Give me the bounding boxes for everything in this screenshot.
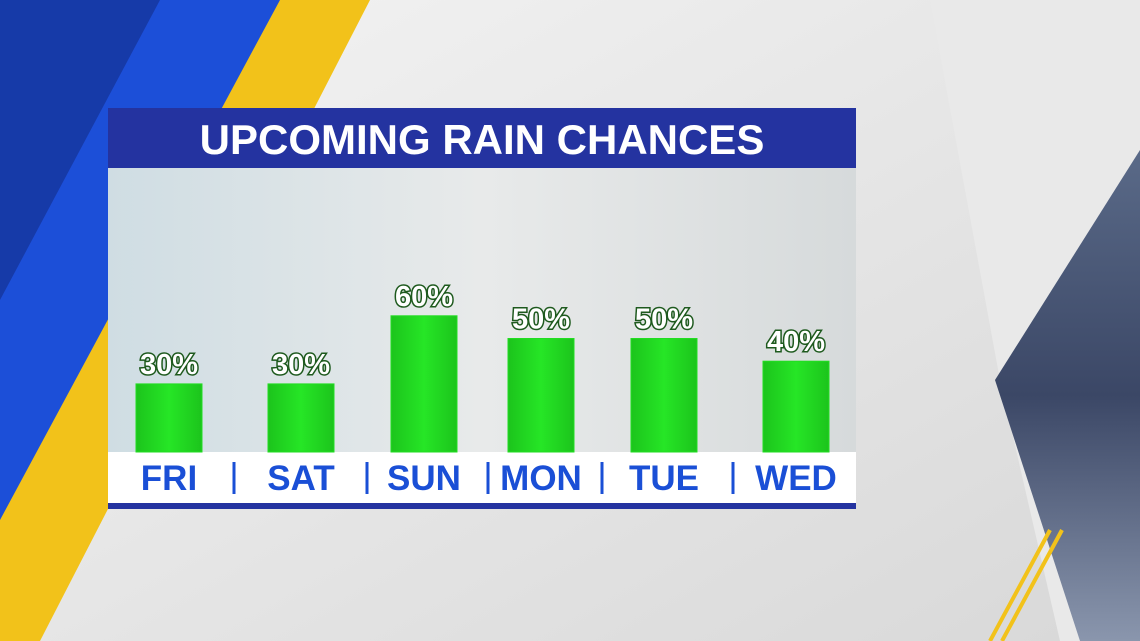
yellow-line — [1000, 529, 1064, 641]
x-tick-label: SUN — [387, 459, 461, 498]
blue-stripe-dark — [0, 0, 160, 300]
bar — [390, 315, 458, 453]
data-label: 40% — [767, 326, 825, 358]
x-tick-label: WED — [755, 459, 837, 498]
x-tick-label: FRI — [141, 459, 197, 498]
bar — [135, 383, 203, 453]
yellow-line — [988, 529, 1052, 641]
bar — [267, 383, 335, 453]
data-label: 50% — [512, 304, 570, 336]
bar — [762, 360, 830, 453]
bar — [507, 338, 575, 453]
storm-image — [995, 150, 1140, 641]
x-tick-label: SAT — [267, 459, 334, 498]
chart-title: UPCOMING RAIN CHANCES — [200, 116, 765, 163]
label-row — [108, 452, 856, 503]
x-tick-label: TUE — [629, 459, 699, 498]
data-label: 30% — [140, 349, 198, 381]
title-bar — [108, 108, 856, 168]
data-label: 50% — [635, 304, 693, 336]
data-label: 30% — [272, 349, 330, 381]
bottom-rule — [108, 503, 856, 509]
plot-area — [108, 168, 856, 452]
data-label: 60% — [395, 281, 453, 313]
x-tick-label: MON — [500, 459, 582, 498]
bar — [630, 338, 698, 453]
